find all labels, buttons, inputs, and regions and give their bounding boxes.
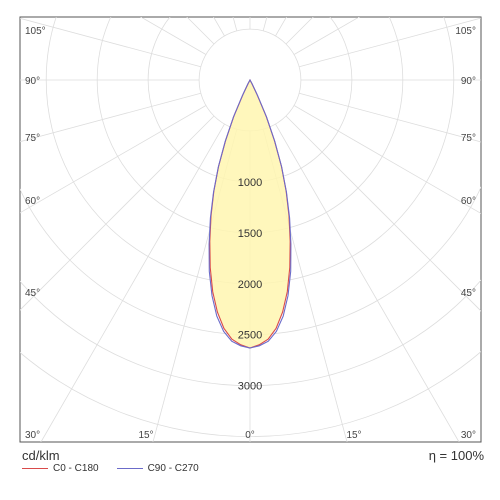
angle-label-right: 105° bbox=[455, 26, 476, 37]
legend-swatch-c90 bbox=[116, 468, 143, 469]
grid-ray bbox=[285, 115, 481, 312]
angle-label-bottom: 15° bbox=[138, 430, 153, 441]
legend-item-c0: C0 - C180 bbox=[22, 463, 99, 474]
angle-label-left: 75° bbox=[25, 133, 40, 144]
angle-label-left: 105° bbox=[25, 26, 46, 37]
angle-label-right: 30° bbox=[461, 430, 476, 441]
angle-labels: 105° 90° 75° 60° 45° 30° 105° 90° 75° 60° 45° 30° 15… bbox=[25, 26, 476, 441]
legend-swatch-c0 bbox=[22, 468, 48, 469]
angle-label-left: 60° bbox=[25, 196, 40, 207]
angle-label-right: 90° bbox=[461, 76, 476, 87]
series-line-1 bbox=[208, 78, 292, 349]
grid-ray bbox=[40, 123, 225, 442]
grid-ray bbox=[293, 17, 360, 55]
radial-tick-2500: 2500 bbox=[238, 330, 262, 342]
radial-tick-1500: 1500 bbox=[238, 228, 262, 240]
radial-tick-3000: 3000 bbox=[238, 381, 262, 393]
angle-label-right: 60° bbox=[461, 196, 476, 207]
angle-label-right: 75° bbox=[461, 133, 476, 144]
grid-ray bbox=[299, 17, 481, 68]
radial-labels: 1000 1500 2000 2500 3000 bbox=[238, 177, 262, 393]
angle-label-bottom: 0° bbox=[245, 430, 255, 441]
angle-label-left: 90° bbox=[25, 76, 40, 87]
legend: C0 - C180 C90 - C270 bbox=[22, 463, 217, 474]
legend-label-c0: C0 - C180 bbox=[53, 463, 99, 474]
unit-label: cd/klm bbox=[22, 448, 60, 463]
angle-label-left: 45° bbox=[25, 288, 40, 299]
grid-ray bbox=[293, 105, 481, 214]
angle-label-bottom: 15° bbox=[346, 430, 361, 441]
grid-ray bbox=[140, 17, 207, 55]
grid-ray bbox=[20, 17, 201, 68]
series-lines bbox=[208, 78, 292, 349]
efficiency-label: η = 100% bbox=[428, 448, 484, 463]
radial-tick-1000: 1000 bbox=[238, 177, 262, 189]
grid-ray bbox=[275, 123, 460, 442]
grid-ray bbox=[20, 92, 201, 143]
angle-label-right: 45° bbox=[461, 288, 476, 299]
legend-item-c90: C90 - C270 bbox=[116, 463, 199, 474]
angle-label-left: 30° bbox=[25, 430, 40, 441]
series-fill bbox=[209, 80, 291, 348]
grid-ray bbox=[299, 92, 481, 143]
grid-ray bbox=[20, 115, 215, 311]
legend-label-c90: C90 - C270 bbox=[147, 463, 199, 474]
radial-tick-2000: 2000 bbox=[238, 279, 262, 291]
grid-ray bbox=[20, 105, 207, 214]
beam-fill bbox=[209, 80, 291, 348]
